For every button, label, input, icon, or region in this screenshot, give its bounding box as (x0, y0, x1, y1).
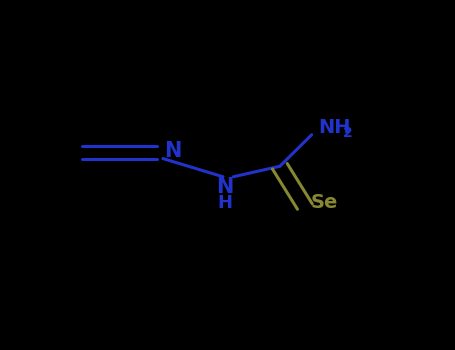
Text: N: N (164, 140, 181, 161)
Text: 2: 2 (343, 126, 352, 140)
Text: Se: Se (310, 194, 338, 212)
Text: N: N (217, 177, 234, 197)
Text: H: H (218, 194, 233, 212)
Text: NH: NH (318, 118, 351, 137)
